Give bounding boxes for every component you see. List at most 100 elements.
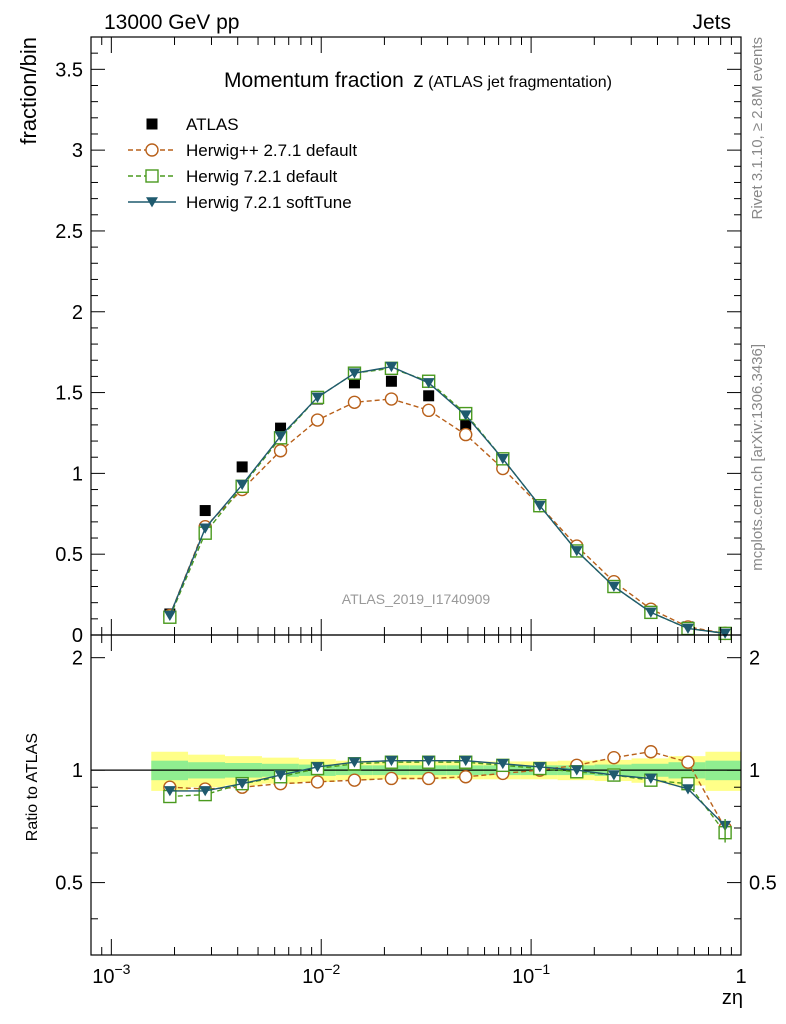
ratio-softtune-point bbox=[163, 786, 176, 797]
top-panel-data bbox=[163, 361, 732, 641]
xtick-label: 10−3 bbox=[92, 961, 130, 988]
main-title-sub: (ATLAS jet fragmentation) bbox=[428, 74, 612, 91]
top-ytick-label: 0 bbox=[72, 625, 83, 647]
top-softtune-point bbox=[274, 431, 287, 442]
top-softtune-point bbox=[348, 368, 361, 379]
top-softtune-point bbox=[496, 454, 509, 465]
top-softtune-point bbox=[644, 607, 657, 618]
top-herwigpp-point bbox=[310, 413, 325, 427]
top-atlas-point bbox=[236, 461, 248, 473]
top-softtune-point bbox=[311, 392, 324, 403]
xtick-label: 10−2 bbox=[302, 961, 340, 988]
top-ytick-label: 3.5 bbox=[55, 59, 83, 81]
ratio-ytick-label-left: 0.5 bbox=[55, 873, 83, 895]
legend-marker-herwigpp bbox=[145, 143, 159, 157]
ratio-softtune-point bbox=[385, 755, 398, 767]
top-ytick-label: 1.5 bbox=[55, 383, 83, 405]
header-right-text: Jets bbox=[692, 11, 731, 34]
ratio-panel-data bbox=[91, 745, 741, 843]
top-softtune-point bbox=[533, 500, 546, 512]
rivet-side-text: Rivet 3.1.10, ≥ 2.8M events bbox=[749, 37, 766, 220]
top-softtune-line bbox=[169, 365, 726, 635]
main-title: Momentum fraction z (ATLAS jet fragmenta… bbox=[224, 69, 612, 92]
ratio-softtune-point bbox=[607, 770, 620, 781]
legend-label-herwigpp: Herwig++ 2.7.1 default bbox=[186, 141, 357, 160]
ratio-softtune-line bbox=[169, 760, 726, 827]
top-softtune-point bbox=[681, 623, 694, 634]
xtick-label-exponent: −3 bbox=[114, 961, 130, 977]
ratio-softtune-point bbox=[236, 778, 249, 790]
xtick-label-exponent: −1 bbox=[534, 961, 550, 977]
xtick-label: 10−1 bbox=[512, 961, 550, 988]
top-atlas-point bbox=[460, 419, 472, 431]
top-ytick-label: 2.5 bbox=[55, 221, 83, 243]
ratio-softtune-point bbox=[496, 758, 509, 770]
ratio-softtune-point bbox=[644, 773, 657, 784]
ratio-herwigpp-point bbox=[384, 771, 399, 786]
analysis-watermark: ATLAS_2019_I1740909 bbox=[342, 591, 491, 607]
ratio-ytick-label-left: 1 bbox=[72, 760, 83, 782]
ratio-ytick-label-right: 2 bbox=[749, 648, 760, 670]
legend: ATLAS Herwig++ 2.7.1 default Herwig 7.2.1 … bbox=[128, 115, 357, 212]
top-atlas-point bbox=[423, 390, 435, 402]
top-softtune-point bbox=[199, 523, 212, 534]
top-softtune-point bbox=[385, 361, 398, 373]
xtick-label-base: 10 bbox=[92, 966, 114, 988]
ratio-herwigpp-point bbox=[681, 755, 695, 769]
legend-marker-herwig721 bbox=[145, 169, 159, 183]
bottom-ylabel: Ratio to ATLAS bbox=[24, 733, 41, 841]
main-title-var: z bbox=[413, 69, 424, 92]
ratio-ytick-label-right: 1 bbox=[749, 760, 760, 782]
top-atlas-point bbox=[275, 422, 287, 434]
ratio-herwigpp-point bbox=[607, 750, 621, 765]
xtick-label: 1 bbox=[735, 966, 746, 988]
xtick-label-exponent: −2 bbox=[324, 961, 340, 977]
top-herwigpp-point bbox=[347, 395, 362, 409]
xtick-label-base: 10 bbox=[302, 966, 324, 988]
ratio-softtune-point bbox=[348, 757, 361, 768]
top-ytick-label: 0.5 bbox=[55, 544, 83, 566]
legend-label-softtune: Herwig 7.2.1 softTune bbox=[186, 193, 352, 212]
top-herwigpp-point bbox=[421, 403, 436, 418]
header-left-text: 13000 GeV pp bbox=[104, 11, 239, 34]
legend-label-atlas: ATLAS bbox=[186, 115, 239, 134]
ratio-herwig721-line bbox=[169, 761, 726, 834]
ratio-softtune-point bbox=[199, 786, 212, 797]
ratio-herwigpp-line bbox=[169, 750, 726, 829]
top-softtune-point bbox=[459, 410, 472, 421]
ratio-panel-frame bbox=[90, 634, 742, 956]
ratio-herwigpp-point bbox=[644, 745, 658, 759]
xtick-label-base: 1 bbox=[735, 966, 746, 988]
ratio-herwigpp-point bbox=[459, 770, 473, 784]
top-ylabel: fraction/bin bbox=[16, 37, 41, 145]
top-ytick-label: 3 bbox=[72, 140, 83, 162]
ratio-softtune-point bbox=[422, 755, 435, 767]
top-herwigpp-point bbox=[459, 427, 473, 442]
top-softtune-point bbox=[607, 581, 620, 592]
top-softtune-point bbox=[422, 378, 435, 389]
ratio-herwigpp-point bbox=[310, 775, 325, 789]
mcplots-side-text: mcplots.cern.ch [arXiv:1306.3436] bbox=[749, 344, 766, 571]
top-herwigpp-line bbox=[169, 398, 726, 635]
ratio-ytick-label-right: 0.5 bbox=[749, 873, 777, 895]
top-ytick-label: 2 bbox=[72, 302, 83, 324]
top-softtune-point bbox=[163, 610, 176, 622]
ratio-softtune-point bbox=[459, 755, 472, 767]
ratio-softtune-point bbox=[570, 765, 583, 776]
legend-marker-softtune bbox=[146, 197, 158, 208]
ratio-softtune-point bbox=[533, 762, 546, 773]
ratio-softtune-point bbox=[681, 784, 694, 795]
ratio-softtune-point bbox=[311, 762, 324, 773]
ratio-softtune-point bbox=[274, 770, 287, 781]
legend-label-herwig721: Herwig 7.2.1 default bbox=[186, 167, 337, 186]
top-softtune-point bbox=[570, 546, 583, 557]
top-atlas-point bbox=[385, 375, 397, 387]
top-herwigpp-point bbox=[273, 444, 288, 458]
top-atlas-point bbox=[348, 377, 360, 389]
top-softtune-point bbox=[719, 628, 732, 639]
legend-marker-atlas bbox=[146, 118, 158, 130]
ratio-ytick-label-left: 2 bbox=[72, 648, 83, 670]
ratio-herwigpp-point bbox=[421, 771, 436, 786]
